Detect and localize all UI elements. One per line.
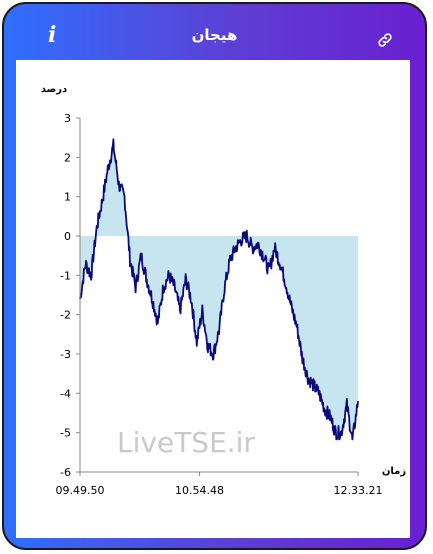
y-tick-label: -2 xyxy=(60,309,71,322)
y-tick-label: 0 xyxy=(64,230,71,243)
y-axis-label: درصد xyxy=(41,84,67,95)
y-tick-label: -1 xyxy=(60,269,71,282)
header: i هیجان xyxy=(4,4,425,60)
y-tick-label: -3 xyxy=(60,348,71,361)
y-tick-label: 1 xyxy=(64,191,71,204)
x-tick-label: 09.49.50 xyxy=(56,484,105,497)
page-title: هیجان xyxy=(191,26,238,44)
y-tick-label: 2 xyxy=(64,151,71,164)
series-line xyxy=(79,138,359,441)
y-tick-label: -5 xyxy=(60,427,71,440)
y-tick-label: 3 xyxy=(64,112,71,125)
y-tick-label: -6 xyxy=(60,466,71,479)
chart-svg: 3 2 1 0 -1 -2 -3 -4 -5 -6 09.49.50 10.54.48 12.33.2… xyxy=(41,84,407,497)
link-icon[interactable] xyxy=(376,31,394,49)
y-tick-label: -4 xyxy=(60,387,71,400)
app-card: i هیجان 3 2 1 0 -1 -2 -3 -4 -5 -6 09.49.50 10.54.4… xyxy=(2,2,427,550)
watermark: LiveTSE.ir xyxy=(117,426,255,459)
x-axis-label: زمان xyxy=(382,466,406,477)
area-fill xyxy=(80,139,358,440)
x-tick-label: 10.54.48 xyxy=(175,484,224,497)
info-icon[interactable]: i xyxy=(48,22,57,48)
chart-panel: 3 2 1 0 -1 -2 -3 -4 -5 -6 09.49.50 10.54.48 12.33.2… xyxy=(16,60,410,538)
x-tick-label: 12.33.21 xyxy=(334,484,383,497)
